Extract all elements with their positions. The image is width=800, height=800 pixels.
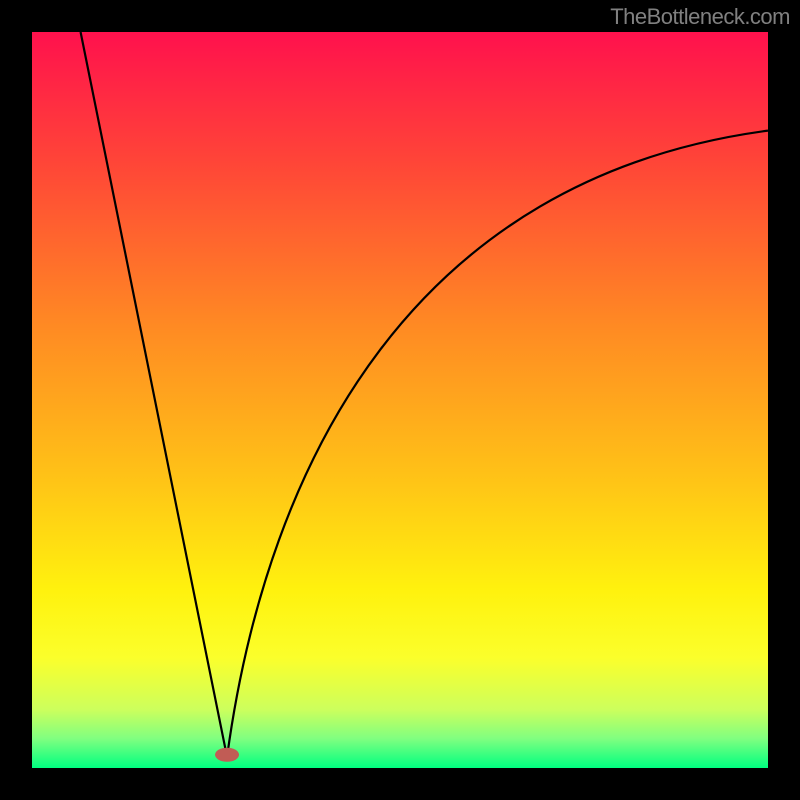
watermark-text: TheBottleneck.com xyxy=(610,4,790,30)
gradient-background xyxy=(32,32,768,768)
minimum-marker xyxy=(215,748,239,762)
chart-container: TheBottleneck.com xyxy=(0,0,800,800)
chart-svg xyxy=(32,32,768,768)
plot-area xyxy=(32,32,768,768)
